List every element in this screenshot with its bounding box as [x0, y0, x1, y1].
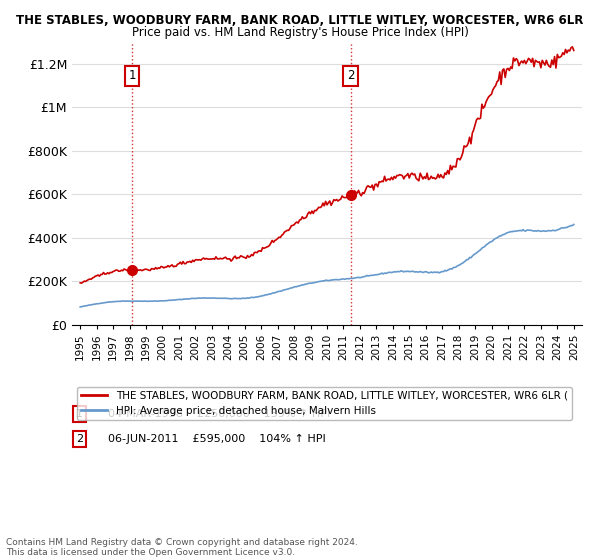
Text: THE STABLES, WOODBURY FARM, BANK ROAD, LITTLE WITLEY, WORCESTER, WR6 6LR: THE STABLES, WOODBURY FARM, BANK ROAD, L…: [16, 14, 584, 27]
Text: 2: 2: [347, 69, 354, 82]
Text: 2: 2: [76, 435, 83, 444]
Text: 1: 1: [128, 69, 136, 82]
Text: 06-JUN-2011    £595,000    104% ↑ HPI: 06-JUN-2011 £595,000 104% ↑ HPI: [108, 435, 325, 445]
Text: 04-MAR-1998    £250,000    139% ↑ HPI: 04-MAR-1998 £250,000 139% ↑ HPI: [108, 409, 330, 419]
Text: 1: 1: [76, 409, 83, 419]
Text: Contains HM Land Registry data © Crown copyright and database right 2024.
This d: Contains HM Land Registry data © Crown c…: [6, 538, 358, 557]
Text: Price paid vs. HM Land Registry's House Price Index (HPI): Price paid vs. HM Land Registry's House …: [131, 26, 469, 39]
Legend: THE STABLES, WOODBURY FARM, BANK ROAD, LITTLE WITLEY, WORCESTER, WR6 6LR (, HPI:: THE STABLES, WOODBURY FARM, BANK ROAD, L…: [77, 386, 572, 420]
